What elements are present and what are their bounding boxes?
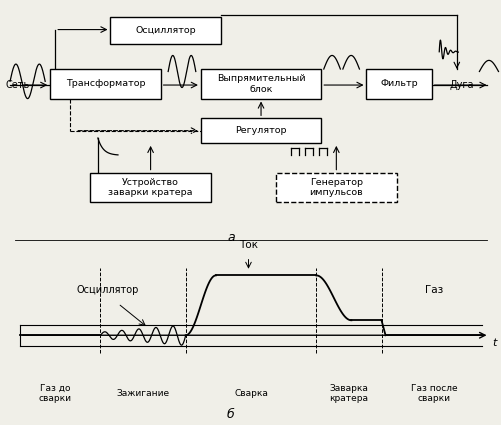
Text: Заварка
кратера: Заварка кратера	[329, 383, 368, 403]
Text: t: t	[491, 338, 495, 348]
Text: б: б	[226, 408, 234, 421]
Text: Сеть: Сеть	[5, 80, 29, 90]
Text: Ток: Ток	[238, 241, 258, 250]
Text: Генератор
импульсов: Генератор импульсов	[309, 178, 363, 197]
Text: Осциллятор: Осциллятор	[135, 26, 195, 35]
Text: Дуга: Дуга	[448, 80, 473, 90]
Text: Осциллятор: Осциллятор	[77, 285, 139, 295]
Text: Устройство
заварки кратера: Устройство заварки кратера	[108, 178, 192, 197]
FancyBboxPatch shape	[366, 69, 431, 99]
Text: Газ до
сварки: Газ до сварки	[39, 383, 72, 403]
Text: Выпрямительный
блок: Выпрямительный блок	[216, 74, 305, 94]
FancyBboxPatch shape	[200, 118, 321, 143]
Text: Фильтр: Фильтр	[380, 79, 417, 88]
FancyBboxPatch shape	[110, 17, 220, 44]
Text: Газ после
сварки: Газ после сварки	[410, 383, 456, 403]
FancyBboxPatch shape	[276, 173, 396, 202]
Text: Регулятор: Регулятор	[235, 126, 286, 135]
FancyBboxPatch shape	[200, 69, 321, 99]
FancyBboxPatch shape	[50, 69, 160, 99]
Text: Газ: Газ	[424, 285, 442, 295]
FancyBboxPatch shape	[90, 173, 210, 202]
Text: Зажигание: Зажигание	[116, 389, 169, 398]
Text: а: а	[226, 231, 234, 244]
Text: Трансформатор: Трансформатор	[66, 79, 145, 88]
Text: Сварка: Сварка	[233, 389, 268, 398]
